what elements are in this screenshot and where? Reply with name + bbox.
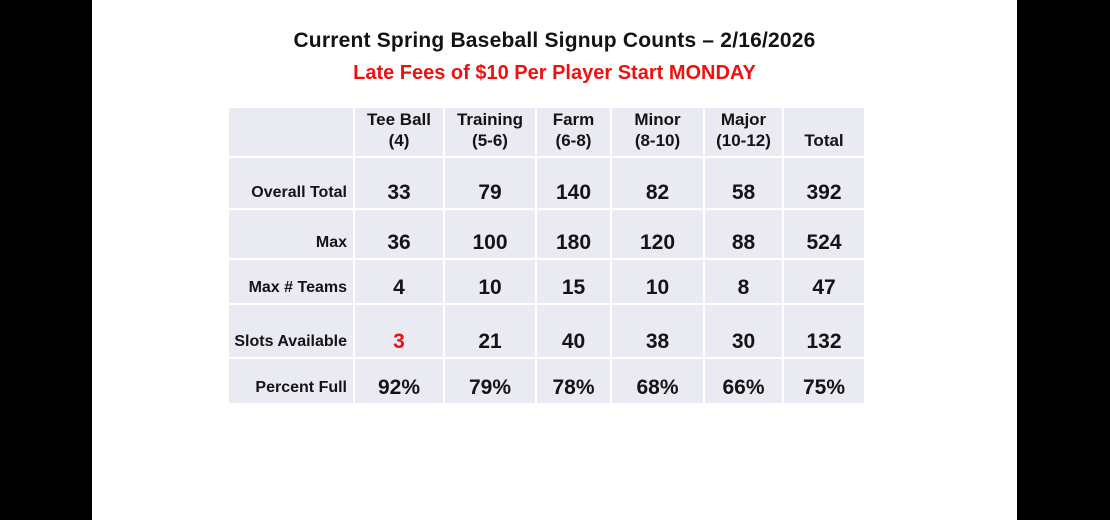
cell-percent-full-training: 79% (445, 359, 535, 404)
column-header-age-range: (5-6) (472, 130, 508, 150)
column-header-training: Training (5-6) (445, 108, 535, 157)
column-header-age-range: (8-10) (634, 130, 681, 150)
cell-percent-full-minor: 68% (612, 359, 703, 404)
cell-max-tee-ball: 36 (355, 210, 443, 259)
table-row-slots-available: Slots Available 3 21 40 38 30 132 (229, 305, 864, 358)
column-header-label: Tee Ball (367, 110, 431, 129)
column-header-tee-ball: Tee Ball (4) (355, 108, 443, 157)
cell-max-minor: 120 (612, 210, 703, 259)
column-header-label: Major (720, 110, 767, 129)
row-label-max-teams: Max # Teams (229, 260, 353, 304)
signup-counts-table: Tee Ball (4) Training (5-6) Farm (6-8) M… (227, 106, 866, 406)
cell-overall-total-farm: 140 (537, 158, 610, 209)
cell-overall-total-training: 79 (445, 158, 535, 209)
cell-max-major: 88 (705, 210, 782, 259)
cell-max-training: 100 (445, 210, 535, 259)
slide-canvas: Current Spring Baseball Signup Counts – … (92, 0, 1017, 520)
cell-slots-available-training: 21 (445, 305, 535, 358)
cell-slots-available-minor: 38 (612, 305, 703, 358)
row-label-max: Max (229, 210, 353, 259)
column-header-major: Major (10-12) (705, 108, 782, 157)
column-header-age-range: (4) (388, 130, 410, 150)
table-header-row: Tee Ball (4) Training (5-6) Farm (6-8) M… (229, 108, 864, 157)
page-title: Current Spring Baseball Signup Counts – … (293, 29, 816, 52)
cell-max-teams-tee-ball: 4 (355, 260, 443, 304)
row-label-percent-full: Percent Full (229, 359, 353, 404)
column-header-label: Total (804, 130, 844, 150)
cell-overall-total-total: 392 (784, 158, 864, 209)
column-header-age-range: (10-12) (716, 130, 771, 150)
late-fee-notice: Late Fees of $10 Per Player Start MONDAY (353, 62, 756, 84)
column-header-total: Total (784, 108, 864, 157)
table-row-max: Max 36 100 180 120 88 524 (229, 210, 864, 259)
table-row-max-teams: Max # Teams 4 10 15 10 8 47 (229, 260, 864, 304)
cell-max-teams-major: 8 (705, 260, 782, 304)
cell-max-farm: 180 (537, 210, 610, 259)
cell-overall-total-major: 58 (705, 158, 782, 209)
cell-max-total: 524 (784, 210, 864, 259)
column-header-farm: Farm (6-8) (537, 108, 610, 157)
cell-slots-available-major: 30 (705, 305, 782, 358)
column-header-label: Farm (552, 110, 595, 129)
table-corner-cell (229, 108, 353, 157)
cell-slots-available-tee-ball: 3 (355, 305, 443, 358)
row-label-overall-total: Overall Total (229, 158, 353, 209)
cell-percent-full-tee-ball: 92% (355, 359, 443, 404)
column-header-age-range: (6-8) (555, 130, 592, 150)
cell-percent-full-farm: 78% (537, 359, 610, 404)
cell-percent-full-major: 66% (705, 359, 782, 404)
cell-overall-total-tee-ball: 33 (355, 158, 443, 209)
column-header-label: Minor (634, 110, 681, 129)
cell-max-teams-total: 47 (784, 260, 864, 304)
cell-percent-full-total: 75% (784, 359, 864, 404)
cell-max-teams-training: 10 (445, 260, 535, 304)
cell-max-teams-farm: 15 (537, 260, 610, 304)
cell-slots-available-total: 132 (784, 305, 864, 358)
letterbox-left (0, 0, 92, 520)
letterbox-right (1017, 0, 1110, 520)
cell-slots-available-farm: 40 (537, 305, 610, 358)
column-header-label: Training (456, 110, 524, 129)
table-row-percent-full: Percent Full 92% 79% 78% 68% 66% 75% (229, 359, 864, 404)
column-header-minor: Minor (8-10) (612, 108, 703, 157)
cell-overall-total-minor: 82 (612, 158, 703, 209)
row-label-slots-available: Slots Available (229, 305, 353, 358)
table-row-overall-total: Overall Total 33 79 140 82 58 392 (229, 158, 864, 209)
cell-max-teams-minor: 10 (612, 260, 703, 304)
